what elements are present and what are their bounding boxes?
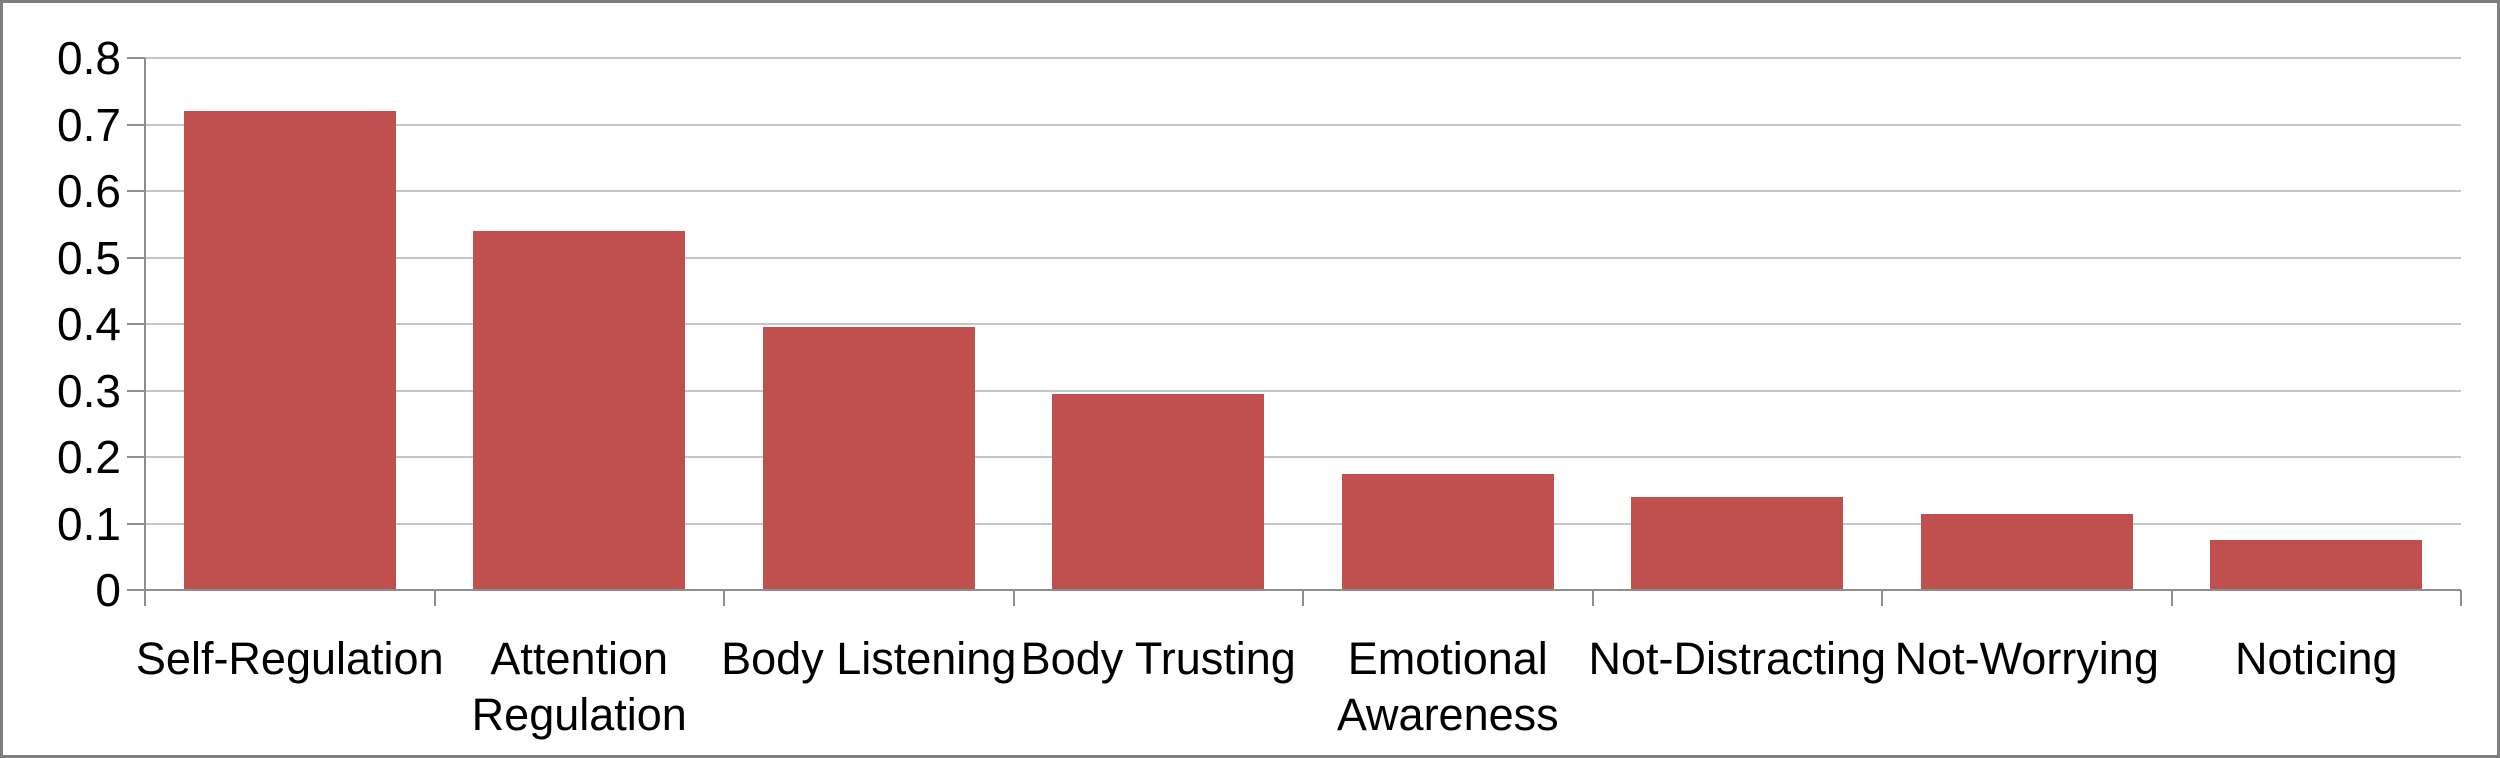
- x-axis-tick: [2170, 590, 2173, 606]
- x-category-label-line: Attention: [490, 633, 669, 684]
- y-axis-tick: [127, 456, 145, 458]
- x-category-label-line: Regulation: [471, 689, 687, 740]
- y-tick-label: 0.4: [57, 298, 121, 350]
- x-category-label: Self-Regulation: [100, 631, 480, 687]
- x-category-label-line: Body Listening: [721, 633, 1017, 684]
- gridline: [145, 522, 2461, 525]
- y-tick-label: 0.1: [57, 497, 121, 550]
- gridline: [145, 256, 2461, 259]
- gridline: [145, 323, 2461, 325]
- gridline: [145, 57, 2461, 59]
- bar-self-regulation: [183, 111, 396, 590]
- y-axis-line: [144, 58, 146, 606]
- x-category-label: Body Listening: [679, 631, 1059, 687]
- x-axis-line: [127, 589, 2461, 591]
- x-axis-tick: [144, 590, 146, 606]
- y-axis-tick: [127, 57, 145, 59]
- x-category-label-line: Not-Distracting: [1588, 633, 1887, 684]
- x-category-label-line: Emotional: [1347, 633, 1548, 684]
- y-axis-tick: [127, 389, 145, 392]
- x-axis-tick: [2460, 590, 2462, 606]
- x-category-label: Noticing: [2126, 631, 2497, 687]
- y-axis-tick: [127, 123, 145, 126]
- gridline: [145, 190, 2461, 192]
- x-category-label: Not-Worrying: [1837, 631, 2217, 687]
- y-axis-tick: [127, 522, 145, 525]
- gridline: [145, 456, 2461, 458]
- x-axis-tick: [1302, 590, 1304, 606]
- x-category-label: Body Trusting: [968, 631, 1348, 687]
- x-axis-tick: [433, 590, 436, 606]
- y-tick-label: 0.6: [57, 165, 121, 217]
- x-category-label: Emotional Awareness: [1258, 631, 1638, 743]
- y-tick-label: 0.3: [57, 364, 121, 417]
- bar-attention-regulation: [473, 230, 686, 590]
- bar-emotional-awareness: [1341, 473, 1554, 590]
- x-category-label: Attention Regulation: [389, 631, 769, 743]
- bar-not-worrying: [1920, 513, 2133, 590]
- y-tick-label: 0.8: [57, 32, 121, 84]
- x-axis-tick: [723, 590, 725, 606]
- bar-noticing: [2210, 540, 2423, 590]
- y-tick-label: 0: [95, 564, 121, 616]
- x-axis-tick: [1012, 590, 1015, 606]
- x-category-label-line: Not-Worrying: [1894, 633, 2159, 684]
- x-category-label-line: Body Trusting: [1020, 633, 1296, 684]
- x-category-label: Not-Distracting: [1547, 631, 1927, 687]
- x-axis-tick: [1881, 590, 1883, 606]
- x-axis-tick: [1591, 590, 1594, 606]
- y-axis-tick: [127, 190, 145, 192]
- gridline: [145, 123, 2461, 126]
- bar-body-trusting: [1052, 393, 1265, 590]
- y-tick-label: 0.5: [57, 231, 121, 284]
- y-axis-tick: [127, 323, 145, 325]
- y-axis-tick: [127, 256, 145, 259]
- x-category-label-line: Noticing: [2234, 633, 2398, 684]
- y-tick-label: 0.7: [57, 98, 121, 151]
- x-category-label-line: Awareness: [1336, 689, 1559, 740]
- gridline: [145, 389, 2461, 392]
- bar-body-listening: [762, 327, 975, 590]
- bar-not-distracting: [1631, 496, 1844, 590]
- x-category-label-line: Self-Regulation: [135, 633, 444, 684]
- y-tick-label: 0.2: [57, 431, 121, 483]
